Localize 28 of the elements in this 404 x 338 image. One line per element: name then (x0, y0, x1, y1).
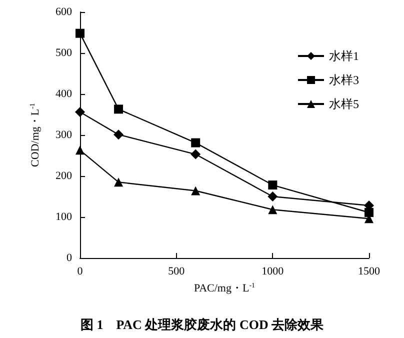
y-tick-label: 0 (66, 252, 72, 264)
x-tick-label: 500 (168, 266, 186, 278)
point (268, 192, 278, 202)
legend-label: 水样1 (329, 49, 359, 63)
point (191, 186, 200, 196)
point (114, 178, 124, 187)
point (191, 138, 200, 148)
y-tick-label: 100 (56, 211, 72, 223)
y-tick-label: 200 (56, 170, 72, 182)
point (190, 149, 201, 160)
point (114, 104, 124, 114)
point (76, 146, 84, 155)
y-tick-label: 400 (56, 88, 72, 100)
y-tick-label: 300 (56, 129, 72, 141)
y-tick-label: 600 (56, 6, 72, 18)
y-tick-label: 500 (56, 47, 72, 59)
x-tick-label: 1500 (358, 266, 380, 278)
text: 图 1 PAC 处理浆胶废水的 COD 去除效果 (80, 317, 325, 332)
point (268, 180, 278, 190)
point (76, 28, 84, 38)
point (364, 208, 374, 217)
legend-label: 水样3 (329, 73, 359, 87)
point (114, 130, 124, 140)
point (268, 205, 278, 214)
x-tick-label: 1000 (262, 266, 284, 278)
legend-label: 水样5 (329, 97, 359, 111)
x-tick-label: 0 (77, 266, 84, 278)
point (75, 107, 85, 118)
